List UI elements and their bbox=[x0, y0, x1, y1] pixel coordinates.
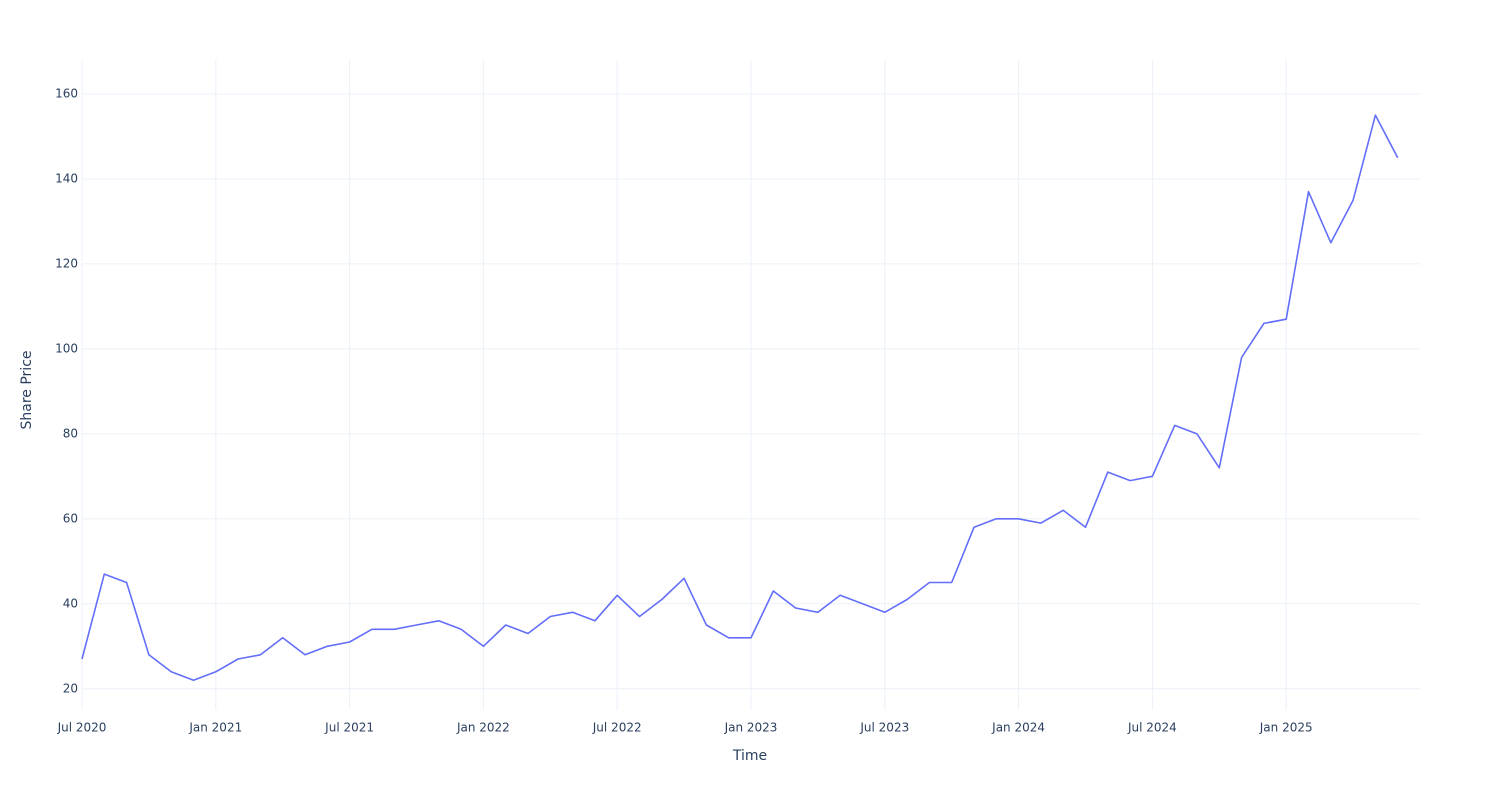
x-tick-label: Jul 2022 bbox=[592, 721, 642, 735]
x-axis-title: Time bbox=[732, 748, 767, 764]
y-axis-title: Share Price bbox=[19, 350, 35, 429]
y-tick-label: 20 bbox=[63, 681, 78, 695]
x-tick-label: Jul 2023 bbox=[859, 721, 909, 735]
x-tick-label: Jul 2024 bbox=[1127, 721, 1177, 735]
x-tick-label: Jan 2024 bbox=[991, 721, 1045, 735]
x-tick-label: Jul 2020 bbox=[57, 721, 107, 735]
y-tick-label: 80 bbox=[63, 426, 78, 440]
x-tick-label: Jan 2023 bbox=[724, 721, 778, 735]
y-tick-label: 120 bbox=[55, 256, 78, 270]
price-line bbox=[81, 114, 1399, 682]
y-tick-label: 100 bbox=[55, 341, 78, 355]
x-tick-label: Jan 2021 bbox=[188, 721, 242, 735]
y-tick-label: 60 bbox=[63, 511, 78, 525]
y-tick-label: 40 bbox=[63, 596, 78, 610]
x-tick-label: Jan 2022 bbox=[456, 721, 510, 735]
x-tick-label: Jul 2021 bbox=[324, 721, 374, 735]
y-tick-label: 140 bbox=[55, 171, 78, 185]
x-tick-label: Jan 2025 bbox=[1259, 721, 1313, 735]
y-tick-label: 160 bbox=[55, 86, 78, 100]
